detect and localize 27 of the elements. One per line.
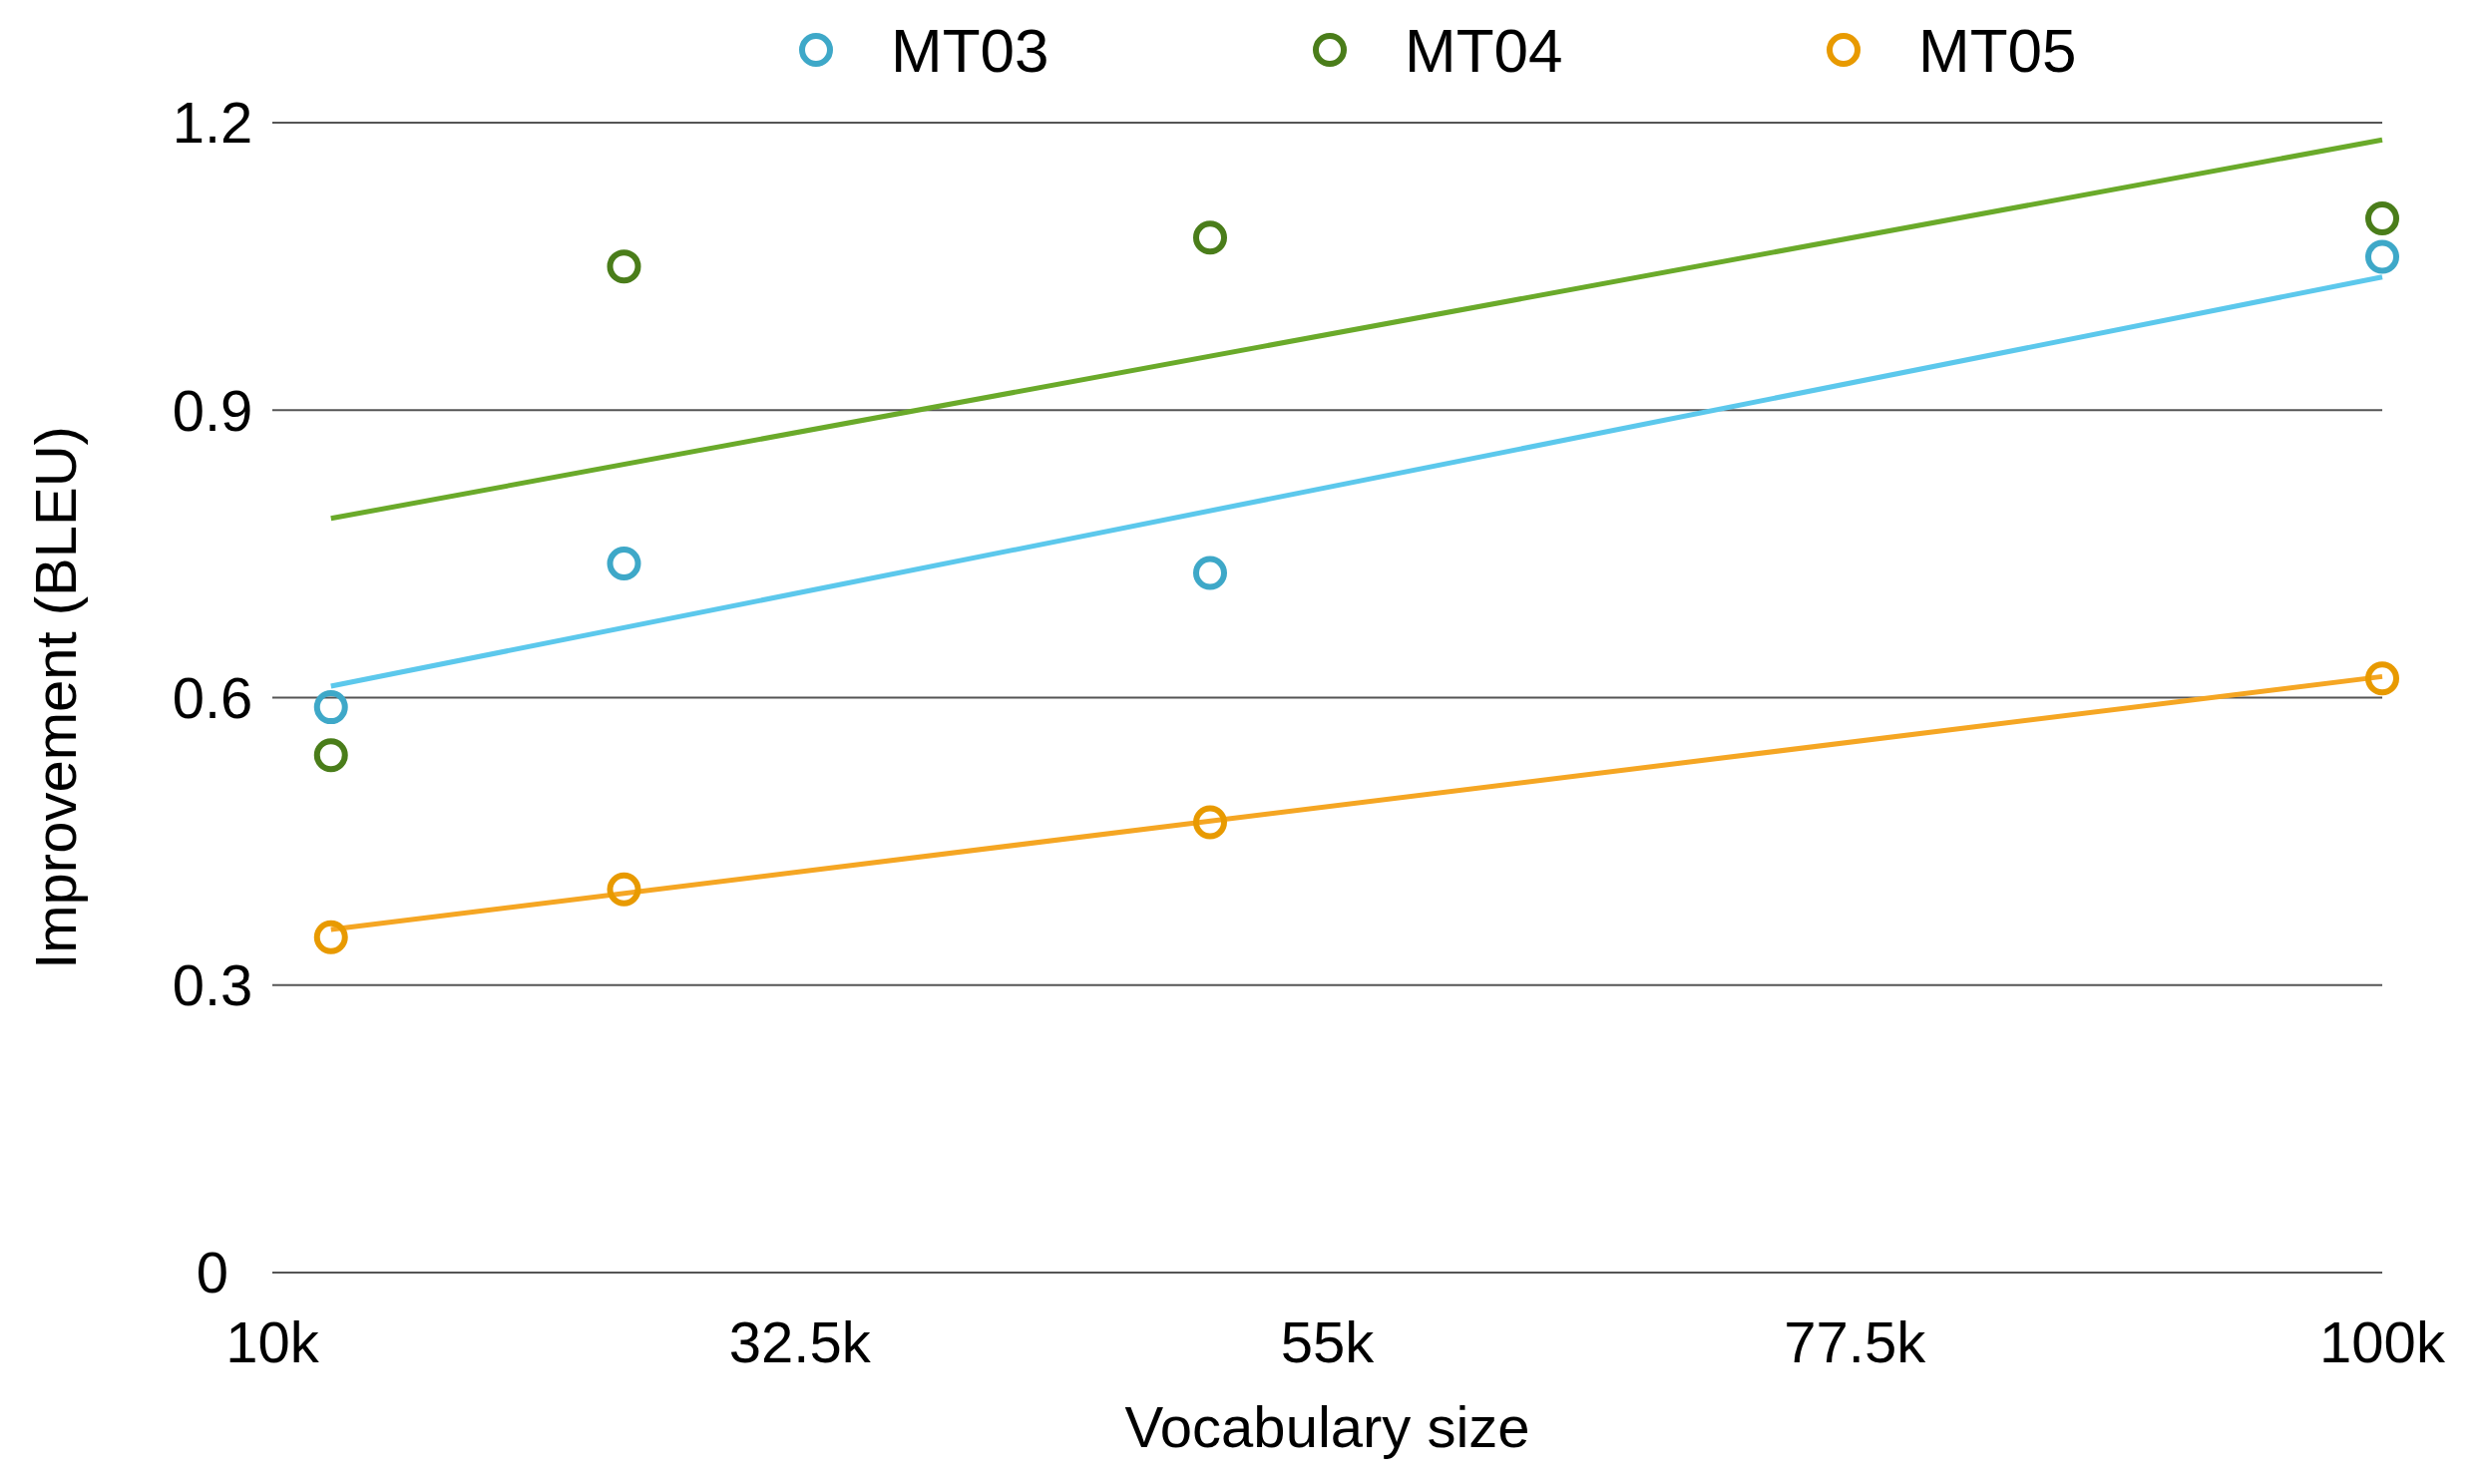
legend-label: MT05 [1918, 15, 2077, 85]
y-tick-label: 0.9 [172, 377, 253, 443]
legend-label: MT03 [891, 15, 1049, 85]
point [313, 738, 348, 773]
y-tick-label: 1.2 [172, 90, 253, 156]
y-tick-label: 0 [196, 1240, 229, 1305]
x-tick-label: 100k [2319, 1309, 2446, 1374]
x-axis-title: Vocabulary size [1124, 1394, 1530, 1459]
point [1193, 220, 1227, 255]
point [2365, 201, 2399, 236]
legend-label: MT04 [1405, 15, 1563, 85]
point [1193, 556, 1227, 590]
y-tick-label: 0.3 [172, 952, 253, 1018]
point [1193, 805, 1227, 840]
point [313, 690, 348, 725]
x-tick-label: 32.5k [728, 1309, 872, 1374]
x-tick-label: 10k [225, 1309, 320, 1374]
y-axis-title: Improvement (BLEU) [23, 426, 88, 969]
point [313, 920, 348, 954]
point [607, 872, 641, 907]
point [2365, 661, 2399, 696]
x-tick-label: 55k [1280, 1309, 1376, 1374]
y-tick-label: 0.6 [172, 664, 253, 730]
x-tick-label: 77.5k [1784, 1309, 1927, 1374]
point [2365, 239, 2399, 274]
point [607, 249, 641, 284]
point [607, 546, 641, 580]
